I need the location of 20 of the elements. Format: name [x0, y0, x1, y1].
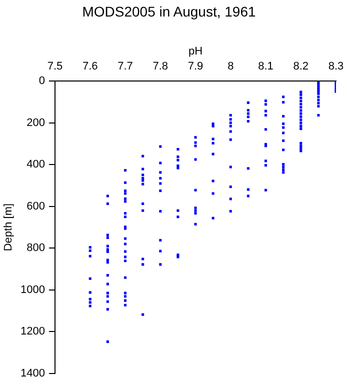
chart-title: MODS2005 in August, 1961	[82, 3, 256, 20]
x-tick-label: 8.3	[328, 60, 344, 73]
y-tick-label: 800	[26, 242, 45, 254]
x-tick-label: 7.9	[188, 60, 204, 73]
x-axis-title: pH	[188, 45, 203, 58]
y-tick-label: 1400	[20, 367, 45, 380]
y-tick-label: 1200	[20, 326, 45, 338]
x-tick-label: 7.7	[118, 60, 133, 73]
y-tick-label: 1000	[20, 284, 45, 296]
y-axis-title: Depth [m]	[2, 203, 15, 252]
x-tick-label: 7.5	[47, 60, 63, 73]
x-tick-label: 8.2	[293, 60, 309, 73]
y-tick-label: 600	[26, 200, 45, 212]
x-tick-label: 7.8	[152, 60, 168, 73]
x-tick-label: 7.6	[82, 60, 98, 73]
y-tick-label: 0	[38, 75, 45, 88]
x-tick-label: 8	[228, 60, 234, 73]
y-tick-label: 400	[26, 158, 45, 171]
x-tick-label: 8.1	[258, 60, 274, 73]
y-tick-label: 200	[26, 116, 45, 129]
